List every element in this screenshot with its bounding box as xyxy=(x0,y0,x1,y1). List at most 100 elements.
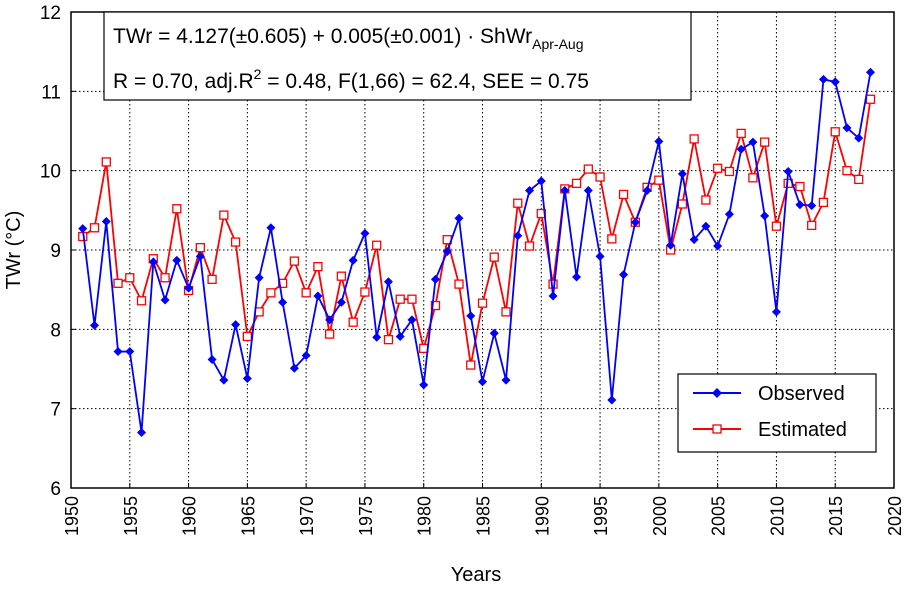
x-tick-label: 1985 xyxy=(474,496,494,536)
observed-point xyxy=(724,209,734,219)
observed-point xyxy=(313,291,323,301)
legend-diamond-marker xyxy=(712,388,722,398)
observed-point xyxy=(572,272,582,282)
observed-point xyxy=(630,217,640,227)
observed-point xyxy=(783,166,793,176)
estimated-point xyxy=(501,307,511,317)
estimated-point xyxy=(242,331,253,342)
svg-text:TWr = 4.127(±0.605) + 0.005(±0: TWr = 4.127(±0.605) + 0.005(±0.001) · Sh… xyxy=(113,25,584,52)
observed-point xyxy=(795,200,805,210)
estimated-point xyxy=(712,163,723,173)
estimated-point xyxy=(736,128,746,139)
observed-point xyxy=(701,221,711,231)
observed-point xyxy=(548,291,558,301)
estimated-point xyxy=(807,220,817,231)
observed-point xyxy=(689,235,699,245)
estimated-point xyxy=(854,174,864,185)
estimated-point xyxy=(477,298,488,308)
observed-point xyxy=(442,247,452,257)
estimated-point xyxy=(301,288,311,298)
estimated-point xyxy=(277,278,288,288)
estimated-point xyxy=(383,334,394,345)
observed-point xyxy=(607,395,617,405)
estimated-point xyxy=(607,234,617,244)
estimated-point xyxy=(865,94,876,104)
observed-point xyxy=(148,257,158,267)
estimated-point xyxy=(219,210,229,220)
observed-point xyxy=(654,136,664,146)
x-tick-label: 1950 xyxy=(62,496,82,536)
observed-point xyxy=(536,176,546,186)
observed-point xyxy=(525,186,535,195)
legend: Observed Estimated xyxy=(677,373,877,453)
observed-point xyxy=(466,311,476,321)
estimated-point xyxy=(195,242,205,253)
estimated-point xyxy=(289,256,300,266)
series-line-observed xyxy=(81,72,872,433)
observed-point xyxy=(184,283,194,293)
estimated-point xyxy=(689,134,699,144)
observed-point xyxy=(407,315,417,325)
estimated-point xyxy=(113,278,123,288)
estimated-point xyxy=(748,173,758,183)
observed-point xyxy=(137,427,147,437)
estimated-point xyxy=(513,198,523,208)
observed-point xyxy=(78,224,88,234)
estimated-point xyxy=(489,252,499,262)
observed-point xyxy=(195,251,205,261)
observed-point xyxy=(454,213,464,223)
observed-point xyxy=(266,223,276,233)
estimated-point xyxy=(654,175,664,185)
observed-point xyxy=(619,270,629,280)
observed-point xyxy=(818,74,828,84)
observed-point xyxy=(278,297,288,307)
estimated-point xyxy=(360,287,370,297)
series-layer xyxy=(78,67,876,437)
estimated-point xyxy=(795,181,805,192)
y-tick-label: 9 xyxy=(50,241,61,262)
x-tick-label: 1960 xyxy=(180,496,200,536)
ticks: 1950 1955 1960 1965 1970 1975 1980 1985 1990 1995… xyxy=(40,3,905,536)
observed-point xyxy=(865,67,875,77)
svg-text:R = 0.70, adj.R2 = 0.48, F(1,6: R = 0.70, adj.R2 = 0.48, F(1,66) = 62.4,… xyxy=(113,66,589,93)
x-tick-label: 1970 xyxy=(297,496,317,536)
observed-point xyxy=(513,231,523,241)
estimated-point xyxy=(136,296,147,306)
observed-point xyxy=(807,201,817,211)
estimated-point xyxy=(571,178,582,189)
observed-point xyxy=(231,320,241,330)
observed-point xyxy=(113,347,123,357)
observed-point xyxy=(430,274,440,284)
legend-square-marker xyxy=(712,424,722,434)
series-line-estimated xyxy=(82,99,872,366)
estimated-point xyxy=(677,199,688,209)
estimated-point xyxy=(760,137,770,147)
estimated-point xyxy=(395,294,405,304)
observed-point xyxy=(301,351,311,361)
observed-point xyxy=(325,315,335,325)
legend-estimated: Estimated xyxy=(758,419,847,441)
estimated-point xyxy=(325,329,335,339)
x-tick-label: 2000 xyxy=(650,496,670,536)
observed-point xyxy=(160,295,170,305)
observed-point xyxy=(254,273,264,283)
observed-point xyxy=(713,241,723,251)
x-tick-label: 1995 xyxy=(591,496,611,536)
estimated-point xyxy=(266,288,276,298)
x-tick-label: 2010 xyxy=(767,496,787,536)
observed-point xyxy=(172,255,182,265)
y-tick-label: 11 xyxy=(41,82,61,103)
observed-point xyxy=(419,380,429,390)
observed-point xyxy=(207,354,217,364)
stats-superscript: 2 xyxy=(254,66,262,82)
observed-point xyxy=(642,186,652,195)
x-tick-label: 1980 xyxy=(415,496,435,536)
x-tick-label: 2015 xyxy=(826,496,846,536)
estimated-point xyxy=(419,343,429,354)
y-tick-label: 6 xyxy=(50,479,61,500)
x-tick-label: 1990 xyxy=(532,496,552,536)
observed-point xyxy=(336,297,346,307)
observed-point xyxy=(771,307,781,317)
observed-point xyxy=(395,331,405,341)
observed-point xyxy=(360,228,370,238)
